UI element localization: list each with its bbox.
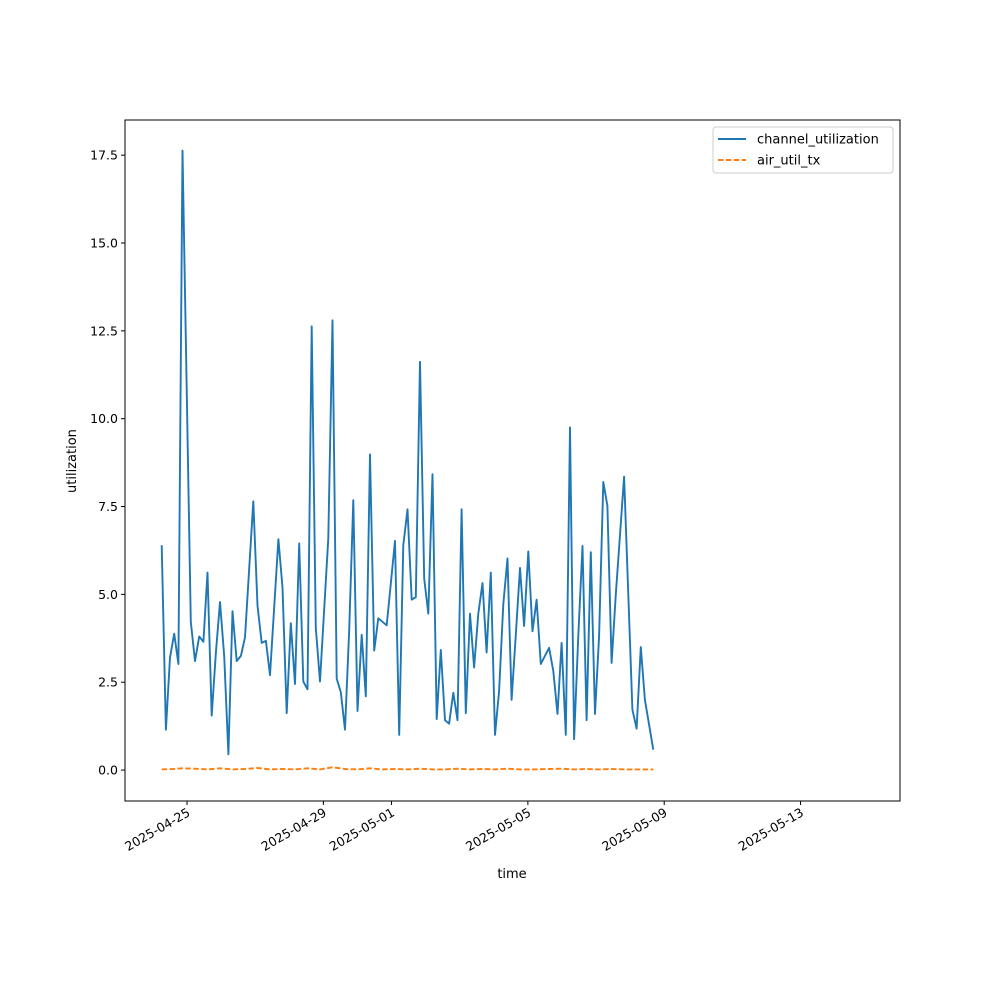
x-axis-label: time <box>497 867 526 882</box>
series-line-air-util-tx <box>161 766 654 771</box>
y-tick-label: 17.5 <box>90 148 118 163</box>
legend-label-channel-utilization: channel_utilization <box>757 133 879 148</box>
legend: channel_utilization air_util_tx <box>712 126 894 174</box>
series-line-channel-utilization <box>160 149 655 756</box>
y-axis-label: utilization <box>65 429 80 493</box>
y-axis: 0.0 2.5 5.0 7.5 10.0 12.5 15.0 17.5 <box>90 148 125 778</box>
plot-frame <box>124 119 901 802</box>
y-tick-label: 15.0 <box>90 235 118 250</box>
y-tick-label: 10.0 <box>90 411 118 426</box>
y-tick-label: 0.0 <box>98 763 118 778</box>
y-tick-label: 7.5 <box>98 499 118 514</box>
y-tick-label: 5.0 <box>98 587 118 602</box>
legend-box <box>712 126 894 174</box>
y-tick-label: 12.5 <box>90 323 118 338</box>
series-layer <box>160 149 655 771</box>
y-tick-label: 2.5 <box>98 675 118 690</box>
legend-label-air-util-tx: air_util_tx <box>757 154 821 169</box>
